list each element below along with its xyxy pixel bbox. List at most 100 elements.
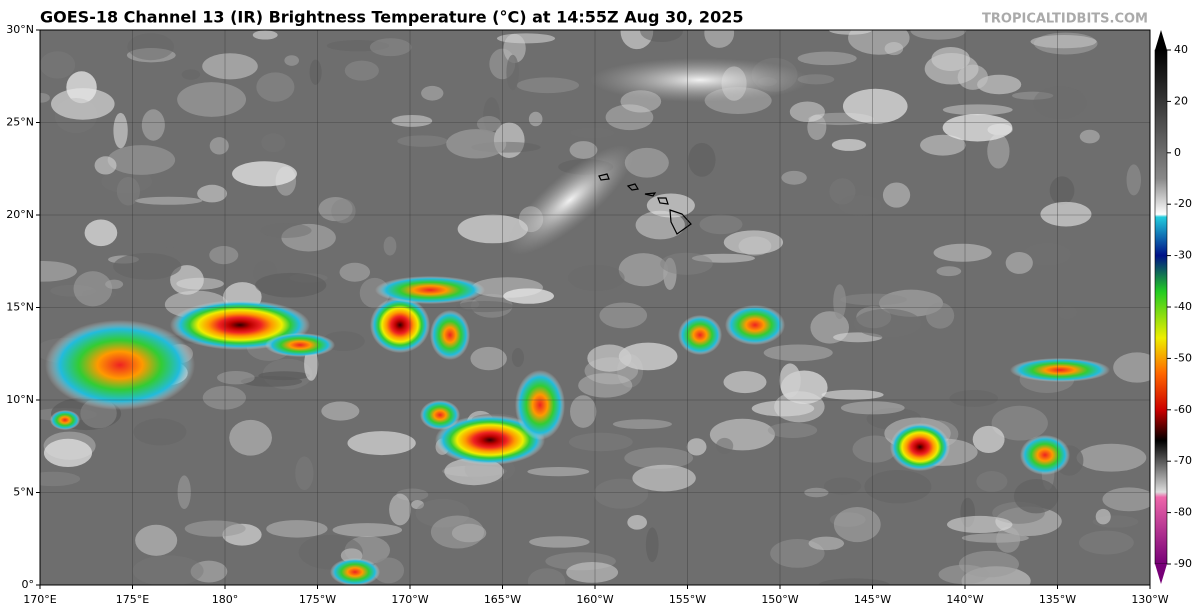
- cloud-texture: [920, 134, 966, 156]
- cloud-texture: [411, 500, 424, 510]
- cloud-texture: [347, 431, 416, 456]
- cloud-texture: [456, 301, 514, 313]
- cloud-texture: [774, 391, 825, 423]
- lon-label: 150°W: [761, 593, 798, 606]
- cloud-texture: [838, 194, 883, 216]
- cloud-texture: [73, 271, 113, 307]
- cloud-texture: [232, 161, 297, 187]
- cloud-texture: [810, 311, 850, 344]
- cloud-texture: [527, 467, 590, 477]
- cloud-texture: [624, 447, 694, 469]
- cloud-texture: [1033, 32, 1098, 55]
- cloud-texture: [942, 114, 1013, 142]
- cloud-texture: [511, 348, 524, 368]
- colorbar-extend: [1155, 30, 1167, 50]
- cloud-texture: [942, 104, 1013, 116]
- cloud-texture: [1040, 201, 1092, 227]
- cloud-texture: [624, 147, 669, 178]
- cloud-texture: [202, 53, 258, 80]
- cloud-texture: [309, 59, 322, 85]
- colorbar-tick-label: -70: [1174, 454, 1192, 467]
- cloud-texture: [240, 376, 303, 387]
- cloud-texture: [451, 523, 487, 543]
- cloud-texture: [516, 77, 580, 94]
- cloud-texture: [1057, 305, 1078, 320]
- cloud-texture: [808, 536, 845, 551]
- cloud-texture: [332, 523, 403, 537]
- cloud-texture: [116, 176, 140, 206]
- cloud-texture: [266, 520, 328, 538]
- colorbar-tick-label: 0: [1174, 146, 1181, 159]
- cloud-texture: [383, 236, 397, 256]
- cloud-texture: [113, 112, 128, 149]
- cloud-texture: [1113, 352, 1150, 383]
- lon-label: 175°E: [116, 593, 149, 606]
- cloud-texture: [618, 253, 669, 287]
- colorbar-tick-label: 40: [1174, 43, 1188, 56]
- cloud-texture: [618, 342, 678, 371]
- cloud-texture: [369, 38, 412, 57]
- cloud-texture: [281, 223, 336, 252]
- cloud-texture: [853, 308, 922, 338]
- cloud-texture: [255, 272, 327, 298]
- lat-label: 0°: [22, 578, 35, 591]
- cloud-texture: [781, 170, 807, 185]
- cloud-texture: [936, 266, 962, 277]
- colorbar-tick-label: -90: [1174, 557, 1192, 570]
- cloud-texture: [127, 33, 175, 61]
- cloud-texture: [503, 288, 554, 304]
- cloud-texture: [43, 438, 93, 468]
- lon-label: 145°W: [854, 593, 891, 606]
- cloud-texture: [1102, 487, 1150, 512]
- cloud-texture: [51, 88, 115, 120]
- cloud-texture: [252, 30, 278, 40]
- cloud-texture: [831, 138, 867, 151]
- cloud-texture: [446, 129, 507, 159]
- cloud-texture: [715, 437, 734, 454]
- lon-label: 165°W: [484, 593, 521, 606]
- cloud-texture: [141, 109, 165, 141]
- cloud-texture: [882, 182, 911, 208]
- cloud-texture: [933, 243, 992, 262]
- cloud-texture: [1049, 176, 1075, 205]
- cloud-texture: [570, 127, 615, 139]
- cloud-texture: [132, 555, 204, 585]
- cloud-texture: [177, 82, 247, 117]
- cloud-texture: [421, 85, 444, 101]
- colorbar-tick-label: -50: [1174, 351, 1192, 364]
- cloud-texture: [640, 30, 683, 43]
- cloud-texture: [1126, 164, 1142, 196]
- cloud-texture: [829, 512, 866, 527]
- cloud-texture: [568, 432, 633, 452]
- cloud-texture: [101, 169, 153, 194]
- cloud-texture: [229, 419, 272, 456]
- lon-label: 160°W: [576, 593, 613, 606]
- cloud-texture: [910, 30, 967, 40]
- colorbar-tick-label: -20: [1174, 197, 1192, 210]
- cloud-texture: [818, 578, 890, 585]
- cloud-texture: [190, 560, 228, 583]
- lat-label: 25°N: [6, 116, 34, 129]
- cloud-texture: [389, 493, 411, 526]
- cloud-texture: [496, 33, 556, 44]
- cloud-texture: [430, 515, 485, 549]
- cloud-texture: [977, 74, 1022, 95]
- cloud-texture: [397, 135, 448, 147]
- cloud-texture: [645, 527, 659, 563]
- lon-label: 170°E: [23, 593, 56, 606]
- cloud-texture: [807, 114, 827, 140]
- cloud-texture: [1013, 478, 1059, 514]
- lon-label: 140°W: [946, 593, 983, 606]
- cloud-texture: [723, 230, 784, 255]
- colorbar-tick-label: -40: [1174, 300, 1192, 313]
- cloud-texture: [587, 344, 632, 372]
- cloud-texture: [261, 133, 286, 153]
- cloud-texture: [570, 395, 597, 428]
- cloud-texture: [566, 561, 619, 583]
- cloud-texture: [295, 456, 314, 490]
- cloud-texture: [660, 252, 713, 275]
- cloud-texture: [972, 425, 1005, 454]
- cloud-texture: [884, 42, 904, 56]
- cloud-texture: [991, 405, 1048, 441]
- cloud-texture: [126, 48, 176, 63]
